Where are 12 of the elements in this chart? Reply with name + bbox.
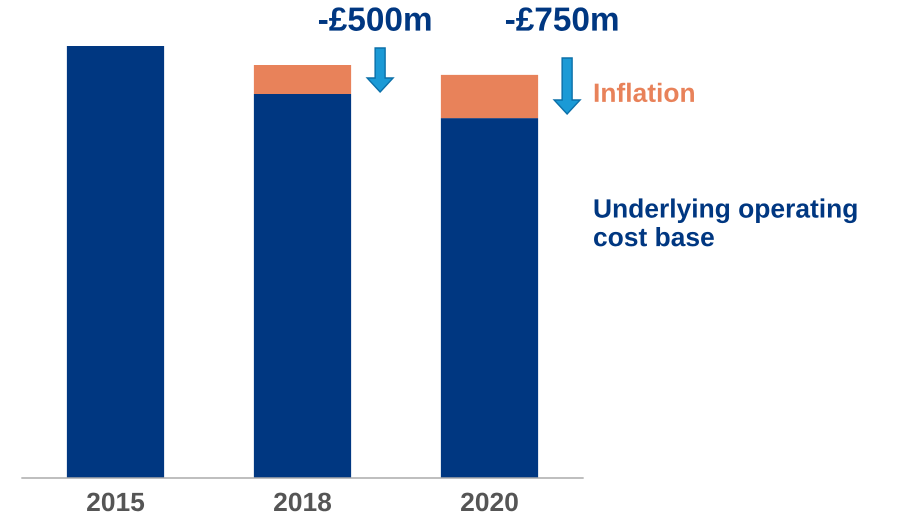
bar xyxy=(440,74,538,118)
text: Inflation xyxy=(594,82,694,102)
bar xyxy=(440,118,538,478)
text: Underlying operating cost base xyxy=(594,198,857,246)
bar xyxy=(254,64,352,94)
x-tick-label: 2018 xyxy=(274,492,332,512)
bar xyxy=(66,46,164,478)
bar xyxy=(254,94,352,478)
text: -£500m xyxy=(318,7,431,31)
x-tick-label: 2015 xyxy=(87,492,144,512)
text: -£750m xyxy=(506,7,618,31)
x-tick-label: 2020 xyxy=(461,492,518,512)
